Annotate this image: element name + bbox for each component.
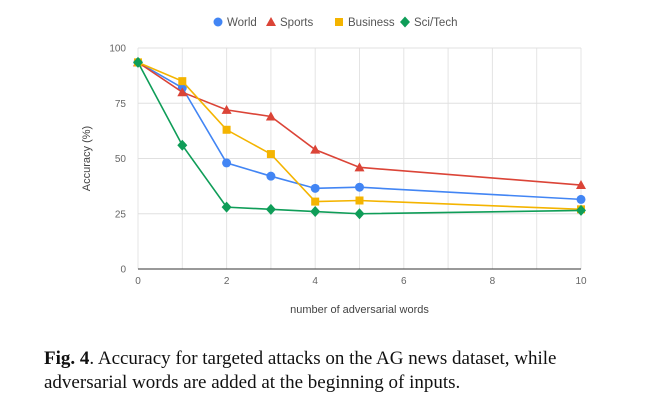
data-point-business bbox=[266, 150, 275, 159]
y-tick-label: 100 bbox=[109, 44, 126, 55]
data-point-business bbox=[222, 125, 231, 134]
grid bbox=[137, 47, 582, 270]
x-tick-label: 0 bbox=[135, 276, 141, 287]
legend-item-business: Business bbox=[335, 17, 395, 29]
x-axis-title: number of adversarial words bbox=[290, 304, 429, 316]
data-point-sports bbox=[310, 144, 321, 154]
data-point-sports bbox=[576, 180, 586, 190]
y-tick-label: 50 bbox=[115, 154, 127, 165]
legend-item-sports: Sports bbox=[266, 17, 313, 29]
y-tick-label: 25 bbox=[115, 209, 127, 220]
x-tick-label: 6 bbox=[401, 276, 407, 287]
x-tick-label: 2 bbox=[224, 276, 230, 287]
legend-marker-sci-tech bbox=[400, 16, 410, 28]
legend-marker-world bbox=[213, 17, 223, 27]
legend: World Sports Business Sci/Tech bbox=[213, 16, 457, 29]
series-group bbox=[133, 56, 586, 220]
legend-label-sports: Sports bbox=[280, 17, 313, 29]
x-tick-label: 8 bbox=[490, 276, 496, 287]
legend-item-sci-tech: Sci/Tech bbox=[400, 16, 457, 29]
data-point-world bbox=[266, 171, 276, 181]
data-point-sports bbox=[177, 87, 188, 97]
figure-label: Fig. 4 bbox=[44, 348, 90, 369]
legend-label-sci-tech: Sci/Tech bbox=[414, 17, 457, 29]
axes: 0 25 50 75 100 0 2 4 6 8 10 bbox=[109, 44, 587, 288]
series-sci-tech bbox=[133, 56, 586, 220]
caption-text: . Accuracy for targeted attacks on the A… bbox=[44, 348, 557, 393]
y-axis-title: Accuracy (%) bbox=[81, 126, 93, 191]
data-point-sci-tech bbox=[221, 201, 232, 213]
x-tick-label: 10 bbox=[575, 276, 587, 287]
legend-label-world: World bbox=[227, 17, 257, 29]
figure-caption: Fig. 4. Accuracy for targeted attacks on… bbox=[44, 347, 644, 395]
data-point-world bbox=[222, 158, 232, 168]
data-point-sci-tech bbox=[576, 204, 586, 216]
data-point-world bbox=[355, 182, 364, 192]
data-point-business bbox=[355, 196, 364, 205]
data-point-business bbox=[178, 77, 187, 86]
data-point-sci-tech bbox=[310, 206, 321, 218]
data-point-sports bbox=[221, 104, 232, 114]
data-point-world bbox=[310, 183, 320, 193]
data-point-sci-tech bbox=[133, 56, 143, 68]
legend-label-business: Business bbox=[348, 17, 395, 29]
data-point-sci-tech bbox=[177, 139, 188, 151]
y-tick-label: 0 bbox=[120, 265, 126, 276]
data-point-business bbox=[311, 197, 320, 206]
legend-marker-business bbox=[335, 18, 343, 26]
x-tick-label: 4 bbox=[312, 276, 318, 287]
data-point-sports bbox=[354, 162, 365, 172]
legend-marker-sports bbox=[266, 17, 276, 26]
y-tick-label: 75 bbox=[115, 99, 127, 110]
line-chart: 0 25 50 75 100 0 2 4 6 8 10 World Sports Business Sci… bbox=[81, 16, 587, 316]
data-point-world bbox=[576, 194, 586, 204]
legend-item-world: World bbox=[213, 17, 257, 29]
data-point-sci-tech bbox=[354, 208, 365, 220]
data-point-sports bbox=[265, 111, 276, 121]
data-point-sci-tech bbox=[265, 203, 276, 215]
